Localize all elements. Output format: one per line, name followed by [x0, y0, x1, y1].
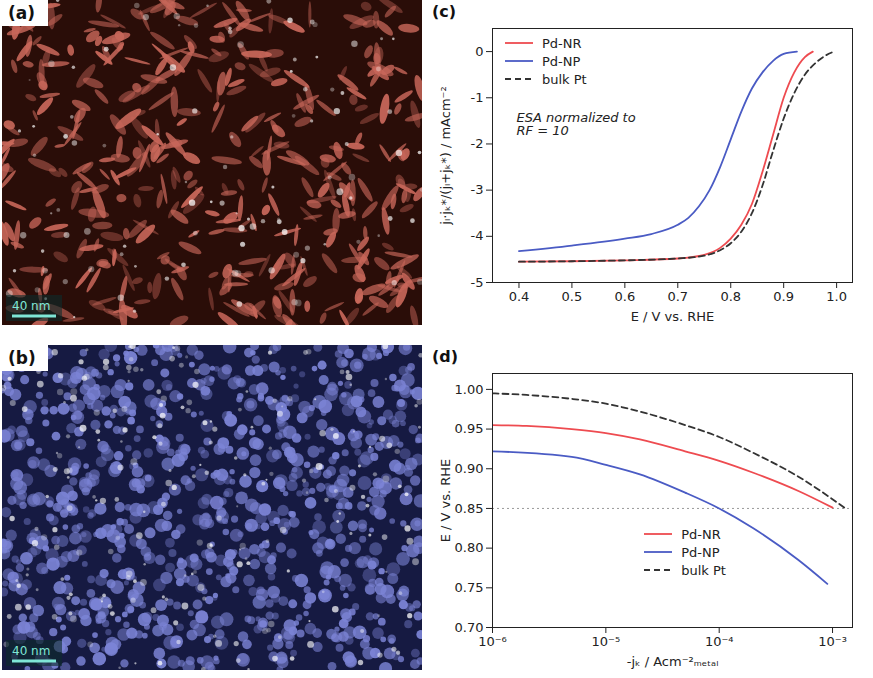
svg-text:-4: -4	[471, 228, 484, 243]
svg-text:40 nm: 40 nm	[12, 299, 50, 313]
svg-text:0.90: 0.90	[455, 461, 484, 476]
svg-text:1.0: 1.0	[826, 289, 847, 304]
svg-text:0: 0	[475, 44, 483, 59]
svg-text:-3: -3	[471, 182, 484, 197]
html-text:Pd-NR: Pd-NR	[681, 526, 721, 542]
svg-text:E / V vs. RHE: E / V vs. RHE	[631, 309, 715, 324]
svg-text:1.00: 1.00	[455, 382, 484, 397]
html-text:Pd-NP: Pd-NP	[542, 53, 581, 69]
svg-text:0.95: 0.95	[455, 421, 484, 436]
svg-text:0.85: 0.85	[455, 501, 484, 516]
svg-text:(b): (b)	[8, 348, 36, 368]
svg-text:jₗ·jₖ*/(jₗ+jₖ*) / mAcm⁻²: jₗ·jₖ*/(jₗ+jₖ*) / mAcm⁻²	[438, 86, 453, 225]
svg-text:ESA normalized toRF = 10: ESA normalized toRF = 10	[517, 110, 636, 138]
svg-text:(a): (a)	[8, 3, 35, 23]
svg-text:0.80: 0.80	[455, 540, 484, 555]
svg-text:-1: -1	[471, 90, 484, 105]
svg-text:0.4: 0.4	[509, 289, 530, 304]
html-text:(d): (d)	[432, 347, 459, 366]
svg-text:10⁻³: 10⁻³	[818, 634, 847, 649]
svg-text:10⁻⁶: 10⁻⁶	[478, 634, 507, 649]
svg-text:0.70: 0.70	[455, 620, 484, 635]
html-text:bulk Pt: bulk Pt	[681, 562, 726, 578]
html-text:Pd-NR: Pd-NR	[542, 35, 582, 51]
svg-text:0.75: 0.75	[455, 580, 484, 595]
html-text:(c): (c)	[432, 2, 457, 21]
svg-text:40 nm: 40 nm	[12, 644, 50, 658]
svg-text:-5: -5	[471, 275, 484, 290]
html-text:Pd-NP: Pd-NP	[681, 544, 720, 560]
svg-text:10⁻⁵: 10⁻⁵	[592, 634, 621, 649]
svg-text:-jₖ / Acm⁻²ₘₑₜₐₗ: -jₖ / Acm⁻²ₘₑₜₐₗ	[627, 654, 719, 669]
svg-text:10⁻⁴: 10⁻⁴	[705, 634, 734, 649]
svg-text:-2: -2	[471, 136, 484, 151]
svg-text:E / V vs. RHE: E / V vs. RHE	[438, 459, 453, 543]
svg-text:0.7: 0.7	[667, 289, 688, 304]
html-text:bulk Pt: bulk Pt	[542, 71, 587, 87]
svg-text:0.8: 0.8	[720, 289, 741, 304]
svg-text:0.5: 0.5	[562, 289, 583, 304]
svg-text:0.9: 0.9	[773, 289, 794, 304]
svg-text:0.6: 0.6	[615, 289, 636, 304]
